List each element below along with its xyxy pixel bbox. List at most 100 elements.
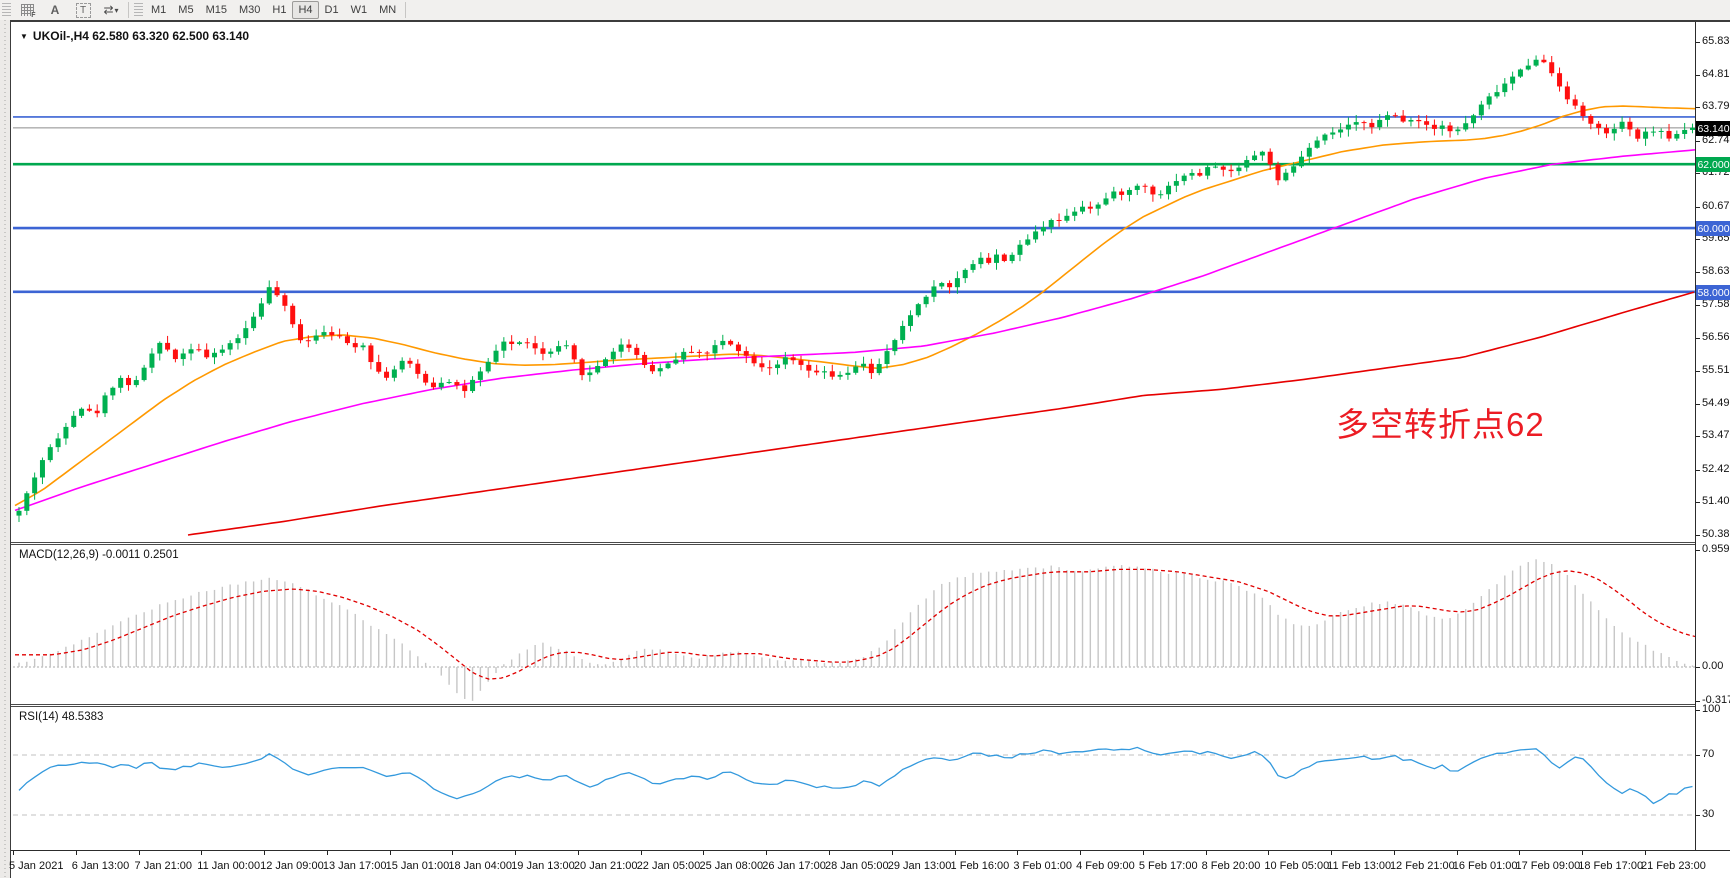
time-tick xyxy=(1205,851,1207,855)
time-label: 12 Feb 21:00 xyxy=(1389,860,1455,872)
candle-down xyxy=(298,324,304,341)
candle-up xyxy=(1080,206,1086,212)
price-tag-63.140: 63.140 xyxy=(1696,121,1730,136)
timeframe-button-M1[interactable]: M1 xyxy=(151,4,167,16)
time-tick xyxy=(1519,851,1521,855)
candle-up xyxy=(657,368,663,372)
candle-down xyxy=(759,363,765,368)
candle-down xyxy=(1142,185,1148,187)
candle-up xyxy=(1048,219,1054,228)
timeframe-button-W1[interactable]: W1 xyxy=(350,4,368,16)
price-axis[interactable]: 65.83064.81063.79062.74061.72060.67059.6… xyxy=(1696,22,1730,850)
panel-splitter[interactable] xyxy=(11,542,1730,545)
candle-down xyxy=(1541,59,1547,63)
candle-up xyxy=(1017,244,1023,255)
candle-up xyxy=(1158,194,1164,196)
grid-snap-button[interactable]: F xyxy=(13,1,41,19)
candle-up xyxy=(1252,155,1258,161)
time-label: 25 Jan 08:00 xyxy=(699,860,764,872)
time-label: 15 Jan 01:00 xyxy=(385,860,450,872)
axis-tick xyxy=(1696,535,1700,536)
candle-up xyxy=(1643,131,1649,139)
candle-down xyxy=(1627,121,1633,130)
candle-up xyxy=(313,335,319,341)
candle-up xyxy=(1291,166,1297,173)
candle-up xyxy=(931,286,937,297)
candle-down xyxy=(1549,62,1555,74)
timeframe-button-MN[interactable]: MN xyxy=(379,4,397,16)
timeframe-button-H4[interactable]: H4 xyxy=(292,1,319,19)
candle-up xyxy=(266,287,272,304)
time-tick xyxy=(1017,851,1019,855)
toolbar-grip[interactable] xyxy=(134,3,143,17)
chevron-down-icon: ▼ xyxy=(20,31,28,41)
candle-down xyxy=(1588,116,1594,124)
candle-up xyxy=(438,382,444,388)
timeframe-button-H1[interactable]: H1 xyxy=(272,4,287,16)
candle-down xyxy=(1220,166,1226,170)
candle-up xyxy=(1126,189,1132,195)
rsi-panel[interactable]: RSI(14) 48.5383 xyxy=(13,707,1695,850)
text-label-button[interactable]: T xyxy=(69,1,97,19)
time-label: 12 Jan 09:00 xyxy=(260,860,324,872)
candle-up xyxy=(1455,129,1461,132)
time-axis[interactable]: 5 Jan 2021 6 Jan 13:00 7 Jan 21:00 11 Jan 0… xyxy=(9,850,1730,880)
candle-down xyxy=(1603,127,1609,134)
candle-up xyxy=(501,341,507,351)
candle-down xyxy=(1424,121,1430,125)
panel-splitter[interactable] xyxy=(11,704,1730,707)
candle-up xyxy=(1298,156,1304,167)
candle-up xyxy=(1322,134,1328,141)
chart-title[interactable]: ▼ UKOil-,H4 62.580 63.320 62.500 63.140 xyxy=(20,29,249,43)
macd-axis-label: -0.3171 xyxy=(1702,694,1730,706)
candle-down xyxy=(344,336,350,344)
candle-down xyxy=(743,351,749,356)
candle-up xyxy=(1353,122,1359,125)
candle-down xyxy=(649,365,655,372)
candle-up xyxy=(1650,131,1656,133)
candle-up xyxy=(1517,69,1523,77)
candle-up xyxy=(681,351,687,360)
candle-down xyxy=(1666,130,1672,139)
candle-down xyxy=(368,345,374,363)
candle-up xyxy=(516,342,522,344)
candle-up xyxy=(1111,191,1117,199)
timeframe-button-D1[interactable]: D1 xyxy=(324,4,339,16)
price-tag-58.000: 58.000 xyxy=(1696,285,1730,300)
candle-up xyxy=(610,351,616,360)
time-label: 3 Feb 01:00 xyxy=(1013,860,1073,872)
candle-down xyxy=(947,283,953,288)
timeframe-button-M15[interactable]: M15 xyxy=(205,4,227,16)
candle-down xyxy=(634,347,640,355)
candle-up xyxy=(923,296,929,305)
candle-down xyxy=(196,349,202,351)
axis-tick xyxy=(1696,239,1700,240)
candle-down xyxy=(290,305,296,325)
price-panel[interactable]: ▼ UKOil-,H4 62.580 63.320 62.500 63.140 … xyxy=(13,24,1695,542)
text-label-icon: T xyxy=(75,2,91,18)
toolbar-grip[interactable] xyxy=(2,3,11,17)
candle-down xyxy=(454,382,460,386)
candle-up xyxy=(821,371,827,373)
price-axis-label: 55.510 xyxy=(1702,364,1730,376)
axis-tick xyxy=(1696,404,1700,405)
candle-down xyxy=(1572,99,1578,106)
candle-up xyxy=(548,351,554,354)
candle-up xyxy=(884,351,890,364)
macd-panel[interactable]: MACD(12,26,9) -0.0011 0.2501 xyxy=(13,545,1695,704)
cycles-button[interactable]: ⇄ ▾ xyxy=(97,1,125,19)
price-tag-62.000: 62.000 xyxy=(1696,157,1730,172)
axis-tick xyxy=(1696,470,1700,471)
candle-up xyxy=(994,254,999,263)
timeframe-button-M5[interactable]: M5 xyxy=(178,4,194,16)
rsi-axis-label: 30 xyxy=(1702,808,1715,820)
time-tick xyxy=(515,851,517,855)
font-button[interactable]: A xyxy=(41,1,69,19)
candle-up xyxy=(1166,185,1172,195)
candle-down xyxy=(1596,123,1602,128)
candle-down xyxy=(814,370,820,373)
timeframe-button-M30[interactable]: M30 xyxy=(238,4,261,16)
chart-annotation-text: 多空转折点62 xyxy=(1336,406,1545,443)
candle-up xyxy=(24,493,30,511)
candle-up xyxy=(470,379,476,392)
